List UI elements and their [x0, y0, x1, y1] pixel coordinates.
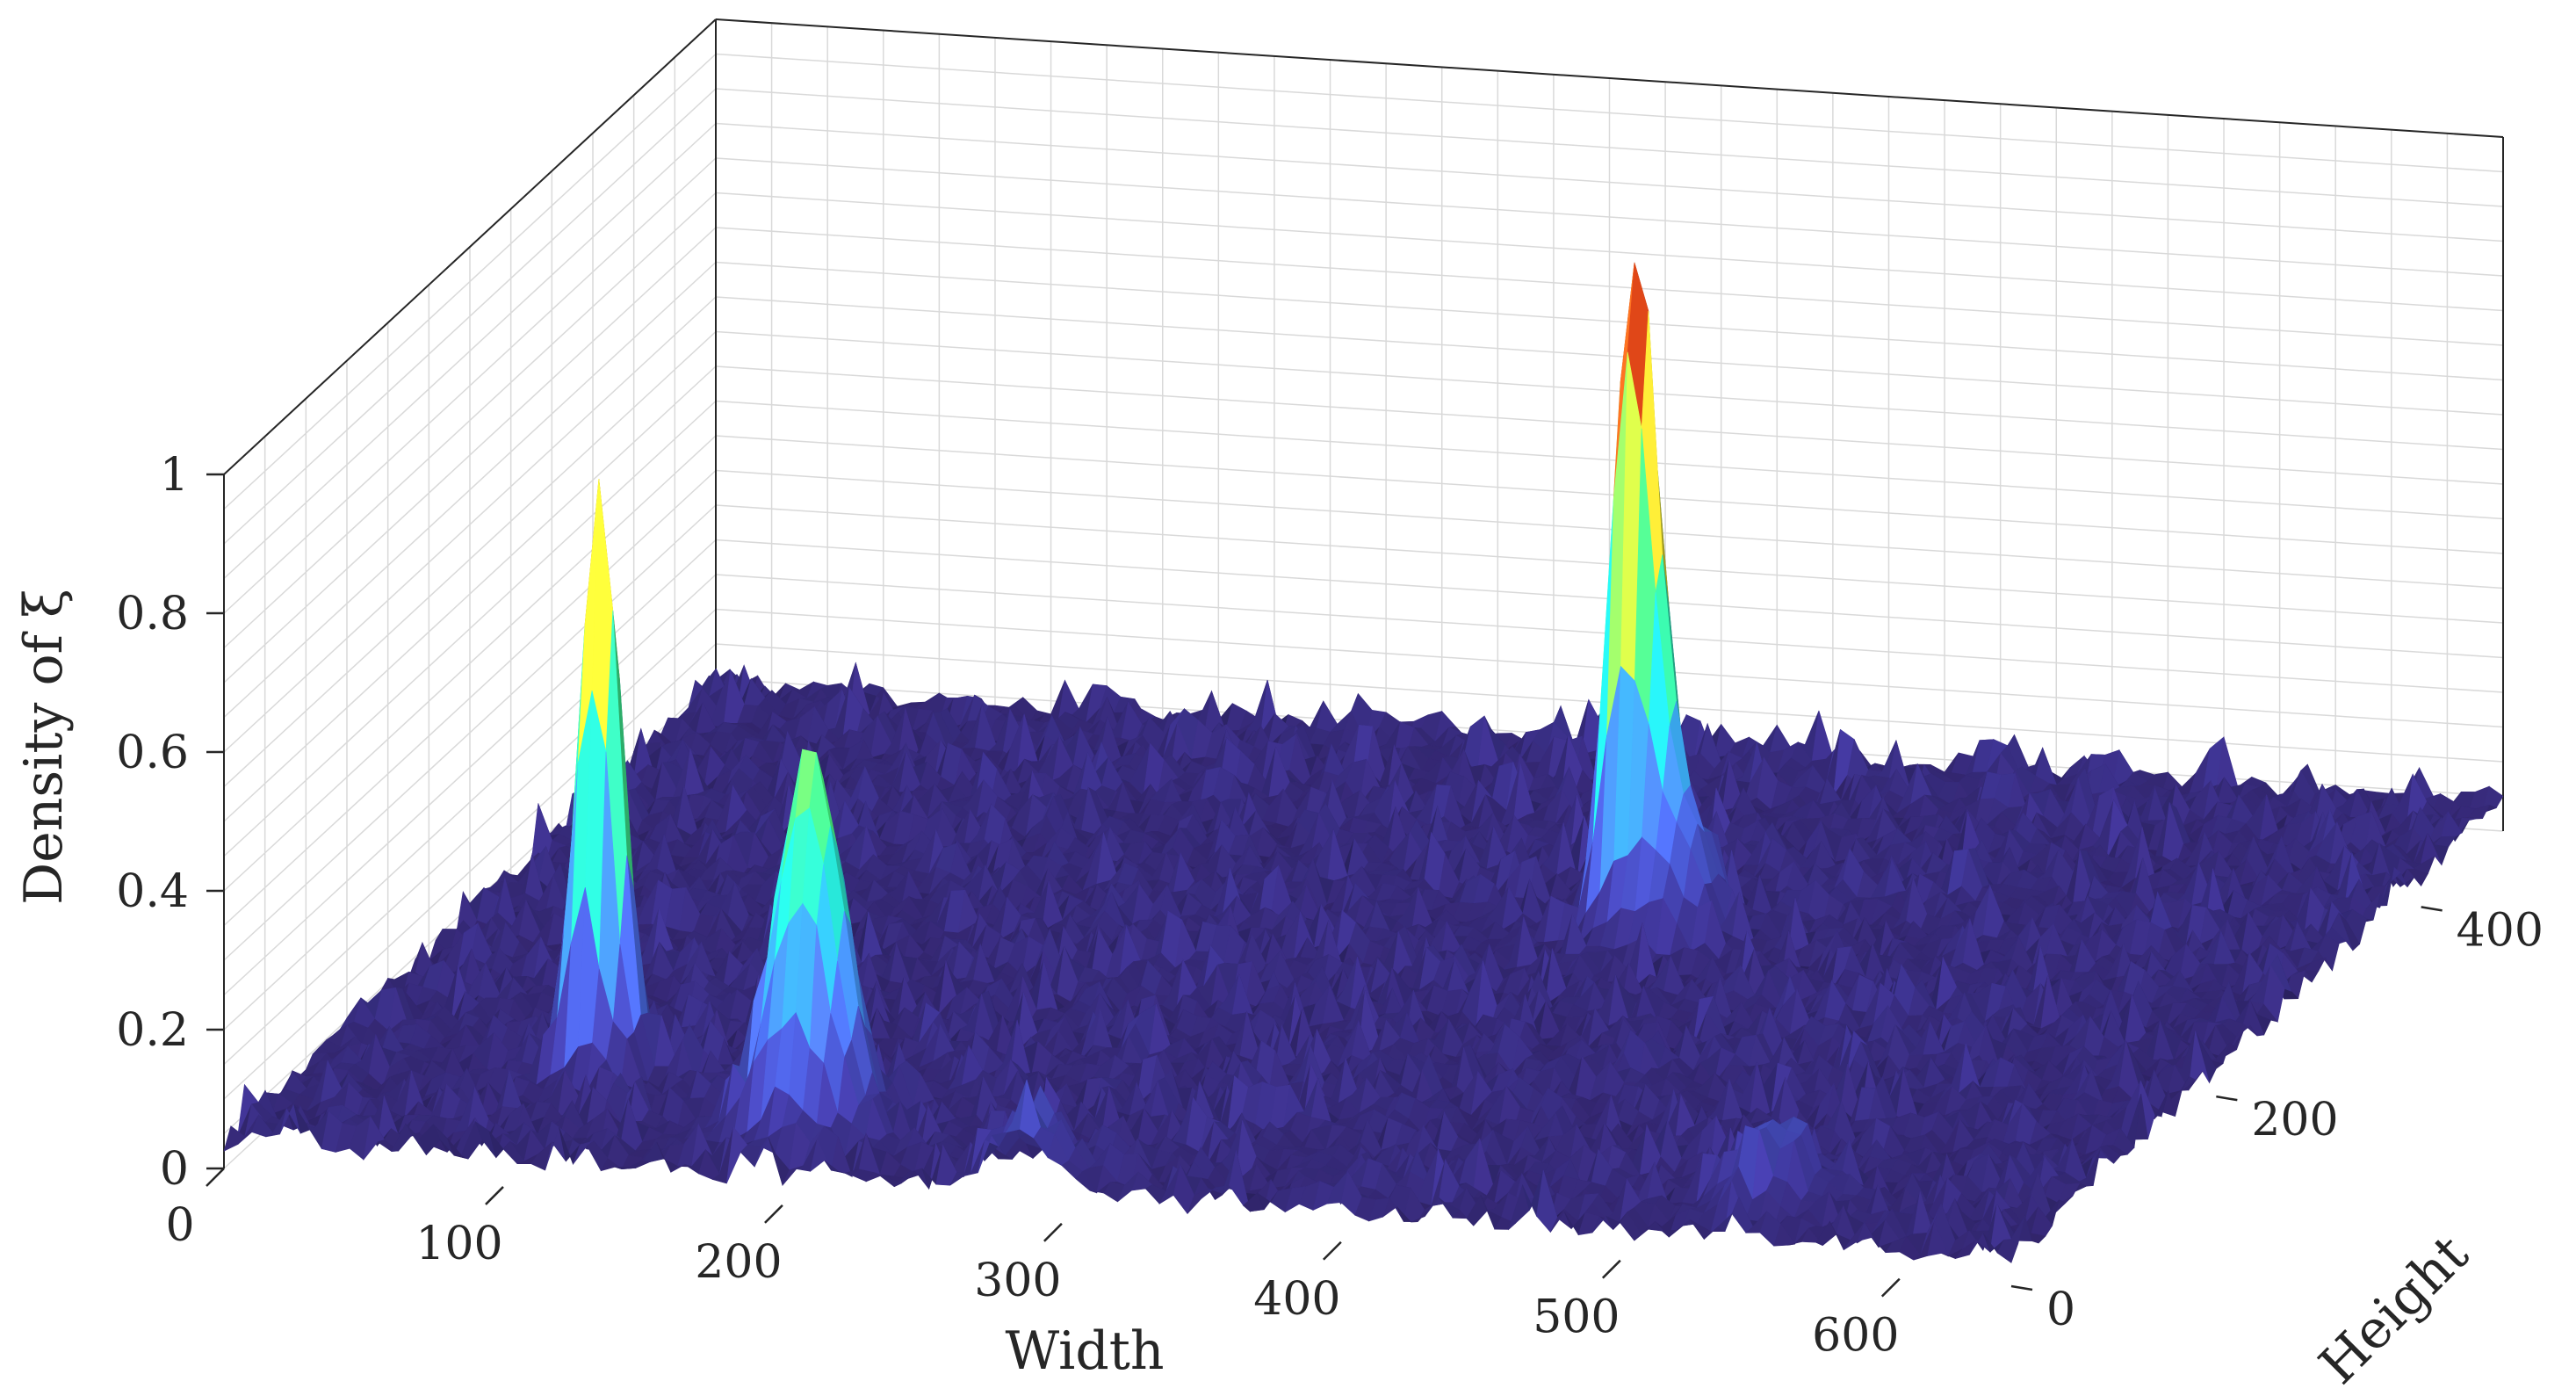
- back-wall-grid-h: [715, 435, 2504, 554]
- back-wall-grid-h: [715, 400, 2504, 520]
- back-wall-grid-h: [715, 296, 2504, 416]
- grid-layer: [223, 18, 2504, 1169]
- back-wall-grid-h: [715, 122, 2504, 242]
- surface-mesh: [223, 262, 2504, 1263]
- back-wall-grid-h: [715, 53, 2504, 173]
- back-wall-grid-h: [715, 192, 2504, 312]
- back-wall-grid-h: [715, 469, 2504, 590]
- back-wall-grid-h: [715, 365, 2504, 485]
- back-wall-grid-h: [715, 261, 2504, 381]
- back-wall-grid-h: [715, 330, 2504, 451]
- back-wall-grid-h: [715, 157, 2504, 277]
- back-wall-grid-h: [715, 227, 2504, 346]
- box-edge: [223, 18, 717, 475]
- axes-box: [223, 18, 2504, 1168]
- back-wall-grid-h: [715, 88, 2504, 207]
- box-edge: [715, 18, 2504, 138]
